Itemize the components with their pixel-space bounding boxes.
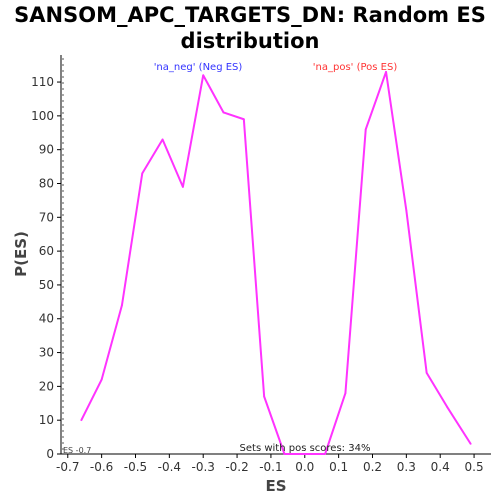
- y-axis-label: P(ES): [12, 231, 30, 277]
- y-tick-label: 40: [39, 312, 54, 326]
- data-point: [283, 453, 286, 455]
- data-point: [344, 392, 347, 395]
- y-tick-label: 0: [46, 447, 54, 461]
- data-point: [121, 304, 123, 307]
- data-point: [446, 405, 448, 408]
- y-tick-label: 100: [31, 109, 54, 123]
- data-point: [405, 209, 408, 212]
- neg-es-annotation: 'na_neg' (Neg ES): [154, 62, 243, 73]
- x-tick-label: 0.5: [465, 460, 484, 474]
- plot-area: [61, 55, 491, 454]
- x-tick-label: -0.7: [56, 460, 79, 474]
- x-tick-label: -0.1: [259, 460, 282, 474]
- data-point: [80, 419, 83, 422]
- y-ticks: 0 10 20 30 40 50 60 70 80 90 100 110: [31, 75, 61, 461]
- x-tick-label: -0.5: [124, 460, 147, 474]
- data-point: [263, 395, 266, 398]
- y-tick-label: 20: [39, 379, 54, 393]
- data-point: [242, 118, 245, 121]
- y-tick-label: 30: [39, 346, 54, 360]
- data-point: [161, 138, 164, 141]
- x-ticks: -0.7 -0.6 -0.5 -0.4 -0.3 -0.2 -0.1 0.0 0.1 0.2 0.3…: [56, 454, 484, 474]
- corner-annotation: ES -0.7: [63, 446, 91, 455]
- data-point: [202, 74, 205, 77]
- data-point: [181, 185, 184, 188]
- series-layer: [80, 70, 472, 455]
- y-axis-dashes: [62, 58, 64, 450]
- x-tick-label: 0.2: [363, 460, 382, 474]
- data-point: [425, 371, 428, 374]
- data-point: [303, 453, 306, 455]
- data-point: [364, 128, 367, 131]
- chart-title-line2: distribution: [180, 29, 320, 53]
- x-tick-label: 0.0: [295, 460, 314, 474]
- data-point: [100, 378, 103, 381]
- data-point: [385, 71, 387, 73]
- chart-title-line1: SANSOM_APC_TARGETS_DN: Random ES: [14, 3, 486, 27]
- x-tick-label: 0.4: [431, 460, 450, 474]
- x-axis-label: ES: [265, 477, 286, 495]
- y-tick-label: 10: [39, 413, 54, 427]
- data-point: [222, 111, 225, 114]
- y-tick-label: 50: [39, 278, 54, 292]
- data-point: [324, 453, 326, 455]
- footer-annotation: Sets with pos scores: 34%: [240, 443, 371, 454]
- data-point: [141, 172, 144, 175]
- y-tick-label: 70: [39, 210, 54, 224]
- pos-es-annotation: 'na_pos' (Pos ES): [313, 62, 398, 73]
- y-tick-label: 90: [39, 143, 54, 157]
- series-line: [80, 70, 472, 455]
- data-point: [469, 442, 472, 445]
- x-tick-label: 0.3: [397, 460, 416, 474]
- x-tick-label: 0.1: [329, 460, 348, 474]
- chart-title: SANSOM_APC_TARGETS_DN: Random ES distrib…: [0, 2, 500, 54]
- y-tick-label: 80: [39, 176, 54, 190]
- x-tick-label: -0.4: [158, 460, 181, 474]
- x-tick-label: -0.3: [191, 460, 214, 474]
- y-tick-label: 110: [31, 75, 54, 89]
- x-tick-label: -0.6: [90, 460, 113, 474]
- y-tick-label: 60: [39, 244, 54, 258]
- x-tick-label: -0.2: [225, 460, 248, 474]
